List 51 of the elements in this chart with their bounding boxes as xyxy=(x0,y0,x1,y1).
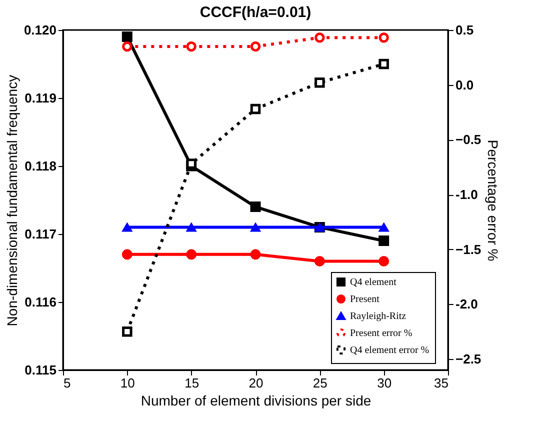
y2-tick-label: 0.5 xyxy=(456,22,474,38)
x-axis-title: Number of element divisions per side xyxy=(140,392,372,408)
point xyxy=(250,202,261,212)
y-tick-label: 0.117 xyxy=(24,226,56,242)
y2-axis-title: Percentage error % xyxy=(485,140,502,262)
y-axis-title: Non-dimensional fundamental frequency xyxy=(4,74,20,326)
point xyxy=(186,41,196,52)
point xyxy=(378,222,390,232)
point xyxy=(378,256,390,266)
y-tick-label: 0.115 xyxy=(24,362,56,378)
point xyxy=(378,58,389,70)
point xyxy=(186,249,197,260)
point xyxy=(250,222,261,232)
x-tick-label: 10 xyxy=(120,376,135,390)
point xyxy=(122,41,132,52)
point xyxy=(250,104,261,114)
y2-tick-label: −2.5 xyxy=(456,352,482,367)
point xyxy=(314,256,325,266)
legend-label: Rayleigh-Ritz xyxy=(350,311,407,322)
x-tick-label: 25 xyxy=(312,376,328,390)
point xyxy=(250,41,261,52)
point xyxy=(122,222,132,232)
x-tick-label: 20 xyxy=(248,376,264,390)
y-tick-label: 0.119 xyxy=(24,90,56,106)
legend-label: Q4 element xyxy=(350,277,397,288)
y-tick-label: 0.116 xyxy=(24,294,56,310)
point xyxy=(250,249,261,260)
y-tick-label: 0.120 xyxy=(24,22,56,38)
point xyxy=(314,78,325,88)
x-tick-label: 15 xyxy=(184,376,200,390)
point xyxy=(314,32,325,43)
point xyxy=(186,222,197,232)
legend-label: Present xyxy=(350,294,380,305)
point xyxy=(122,326,132,337)
point xyxy=(186,158,196,169)
point xyxy=(122,32,132,42)
x-tick-label: 5 xyxy=(64,376,71,390)
legend-label: Present error % xyxy=(350,328,412,339)
y2-tick-label: -1.0 xyxy=(456,187,478,202)
x-tick-label: 35 xyxy=(434,376,448,390)
point xyxy=(378,236,390,246)
x-tick-label: 30 xyxy=(377,376,392,390)
y2-tick-label: −0.5 xyxy=(456,132,482,148)
y2-tick-label: 0.0 xyxy=(456,77,474,92)
y-tick-label: 0.118 xyxy=(24,158,56,174)
point xyxy=(122,249,132,260)
y2-tick-label: -2.0 xyxy=(456,296,478,312)
y2-tick-label: −1.5 xyxy=(456,242,482,257)
point xyxy=(378,32,389,43)
chart-title: CCCF(h/a=0.01) xyxy=(200,4,312,21)
legend-label: Q4 element error % xyxy=(350,345,430,356)
